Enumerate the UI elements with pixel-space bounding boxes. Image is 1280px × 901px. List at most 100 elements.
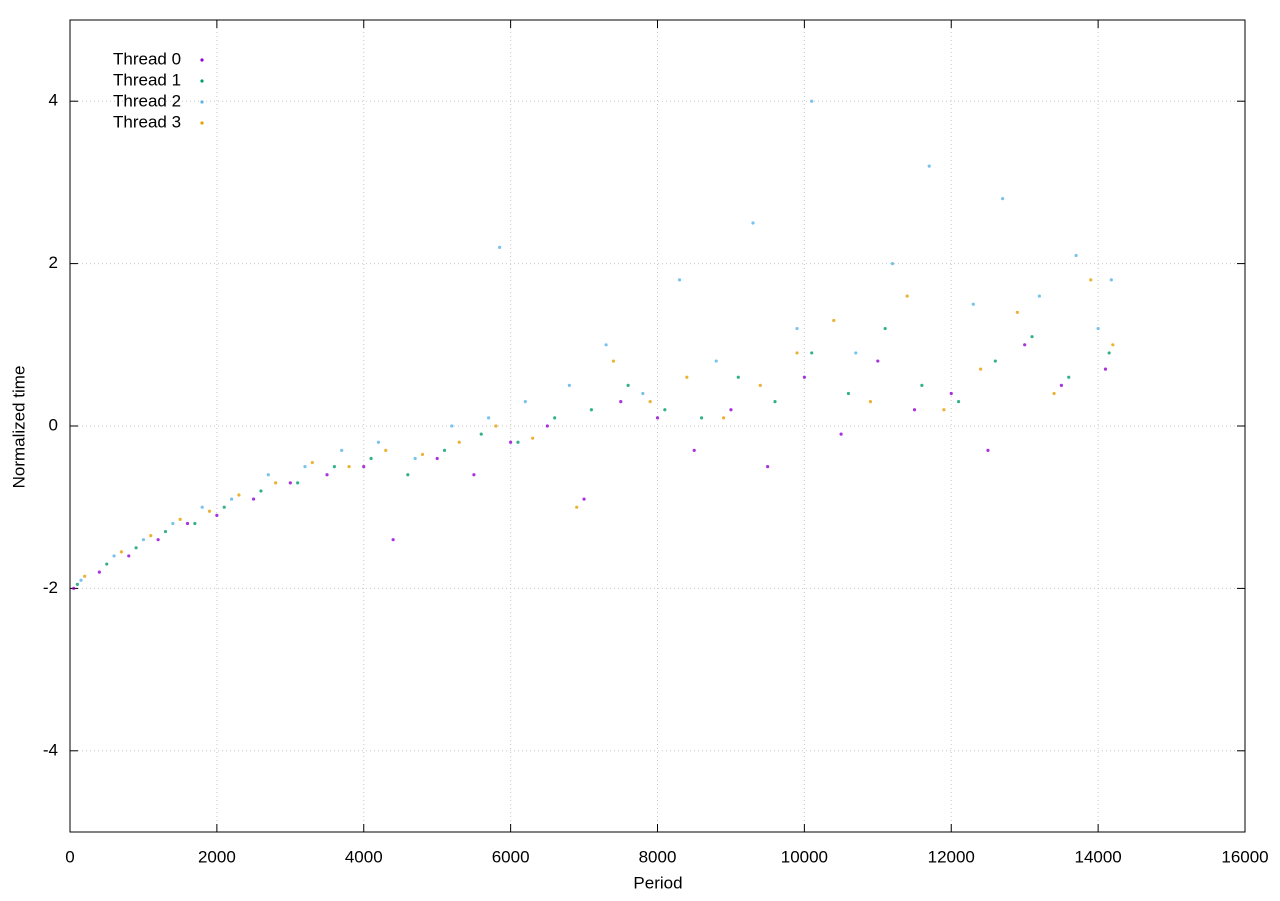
point [486,416,491,420]
point [692,448,696,452]
point [883,326,887,331]
point [553,416,557,420]
x-tick-label: 8000 [639,847,677,866]
point [1001,197,1005,201]
point [876,359,880,363]
point [215,513,219,517]
point [193,521,197,526]
point [163,529,168,534]
point [376,440,381,444]
point [523,400,527,404]
point [956,400,961,404]
point [79,578,83,582]
point [347,465,351,469]
point [971,302,975,306]
point [927,164,931,168]
point [149,534,153,538]
point [75,582,79,586]
point [119,550,124,554]
point [1089,278,1093,282]
point [1023,343,1027,347]
point [1074,253,1078,258]
point [1037,294,1041,298]
point [509,440,513,444]
y-tick-label: -4 [43,740,58,759]
point [575,505,579,509]
point [846,391,851,396]
y-tick-label: -2 [43,578,58,597]
point [391,538,395,542]
legend-label: Thread 2 [113,91,181,110]
y-tick-label: 4 [49,91,58,110]
point [97,570,101,574]
legend-marker [200,79,204,83]
point [384,448,388,452]
point [498,245,502,249]
point [251,497,256,501]
point [369,456,373,461]
point [854,351,858,355]
point [72,586,76,591]
point [127,554,131,558]
point [442,448,447,452]
point [185,521,190,526]
point [979,367,983,371]
y-tick-label: 0 [49,415,58,434]
point [993,359,997,363]
point [611,359,616,363]
point [406,473,410,477]
point [340,448,344,452]
point [604,343,608,347]
x-axis-label: Period [633,873,682,892]
point [134,546,138,550]
point [296,481,300,485]
point [619,400,623,404]
point [986,448,990,452]
point [274,481,278,485]
point [677,278,682,282]
point [332,465,336,469]
x-tick-label: 0 [65,847,74,866]
y-axis-label: Normalized time [9,366,28,489]
point [766,465,770,469]
point [589,408,594,412]
point [457,440,461,444]
point [112,554,116,558]
point [810,99,814,103]
point [1052,391,1056,396]
legend-marker [200,100,204,104]
point [795,326,799,331]
point [949,391,953,396]
x-tick-label: 10000 [781,847,828,866]
point [721,416,726,420]
point [1015,310,1019,314]
point [200,505,204,509]
point [1067,375,1071,379]
point [105,562,109,566]
point [1107,351,1111,355]
point [839,432,843,436]
point [303,465,307,469]
point [1030,335,1034,339]
point [912,408,917,412]
point [736,375,740,379]
legend-marker [200,58,204,62]
point [582,497,586,501]
point [648,400,652,404]
point [310,460,314,465]
point [626,383,630,387]
point [567,383,571,387]
point [531,436,535,440]
point [222,505,226,509]
point [1103,367,1108,371]
y-tick-label: 2 [49,253,58,272]
point [1096,326,1100,331]
x-tick-label: 4000 [345,847,383,866]
point [685,375,689,379]
point [802,375,806,379]
point [420,452,425,457]
point [83,574,87,578]
point [156,538,160,542]
point [729,408,733,412]
